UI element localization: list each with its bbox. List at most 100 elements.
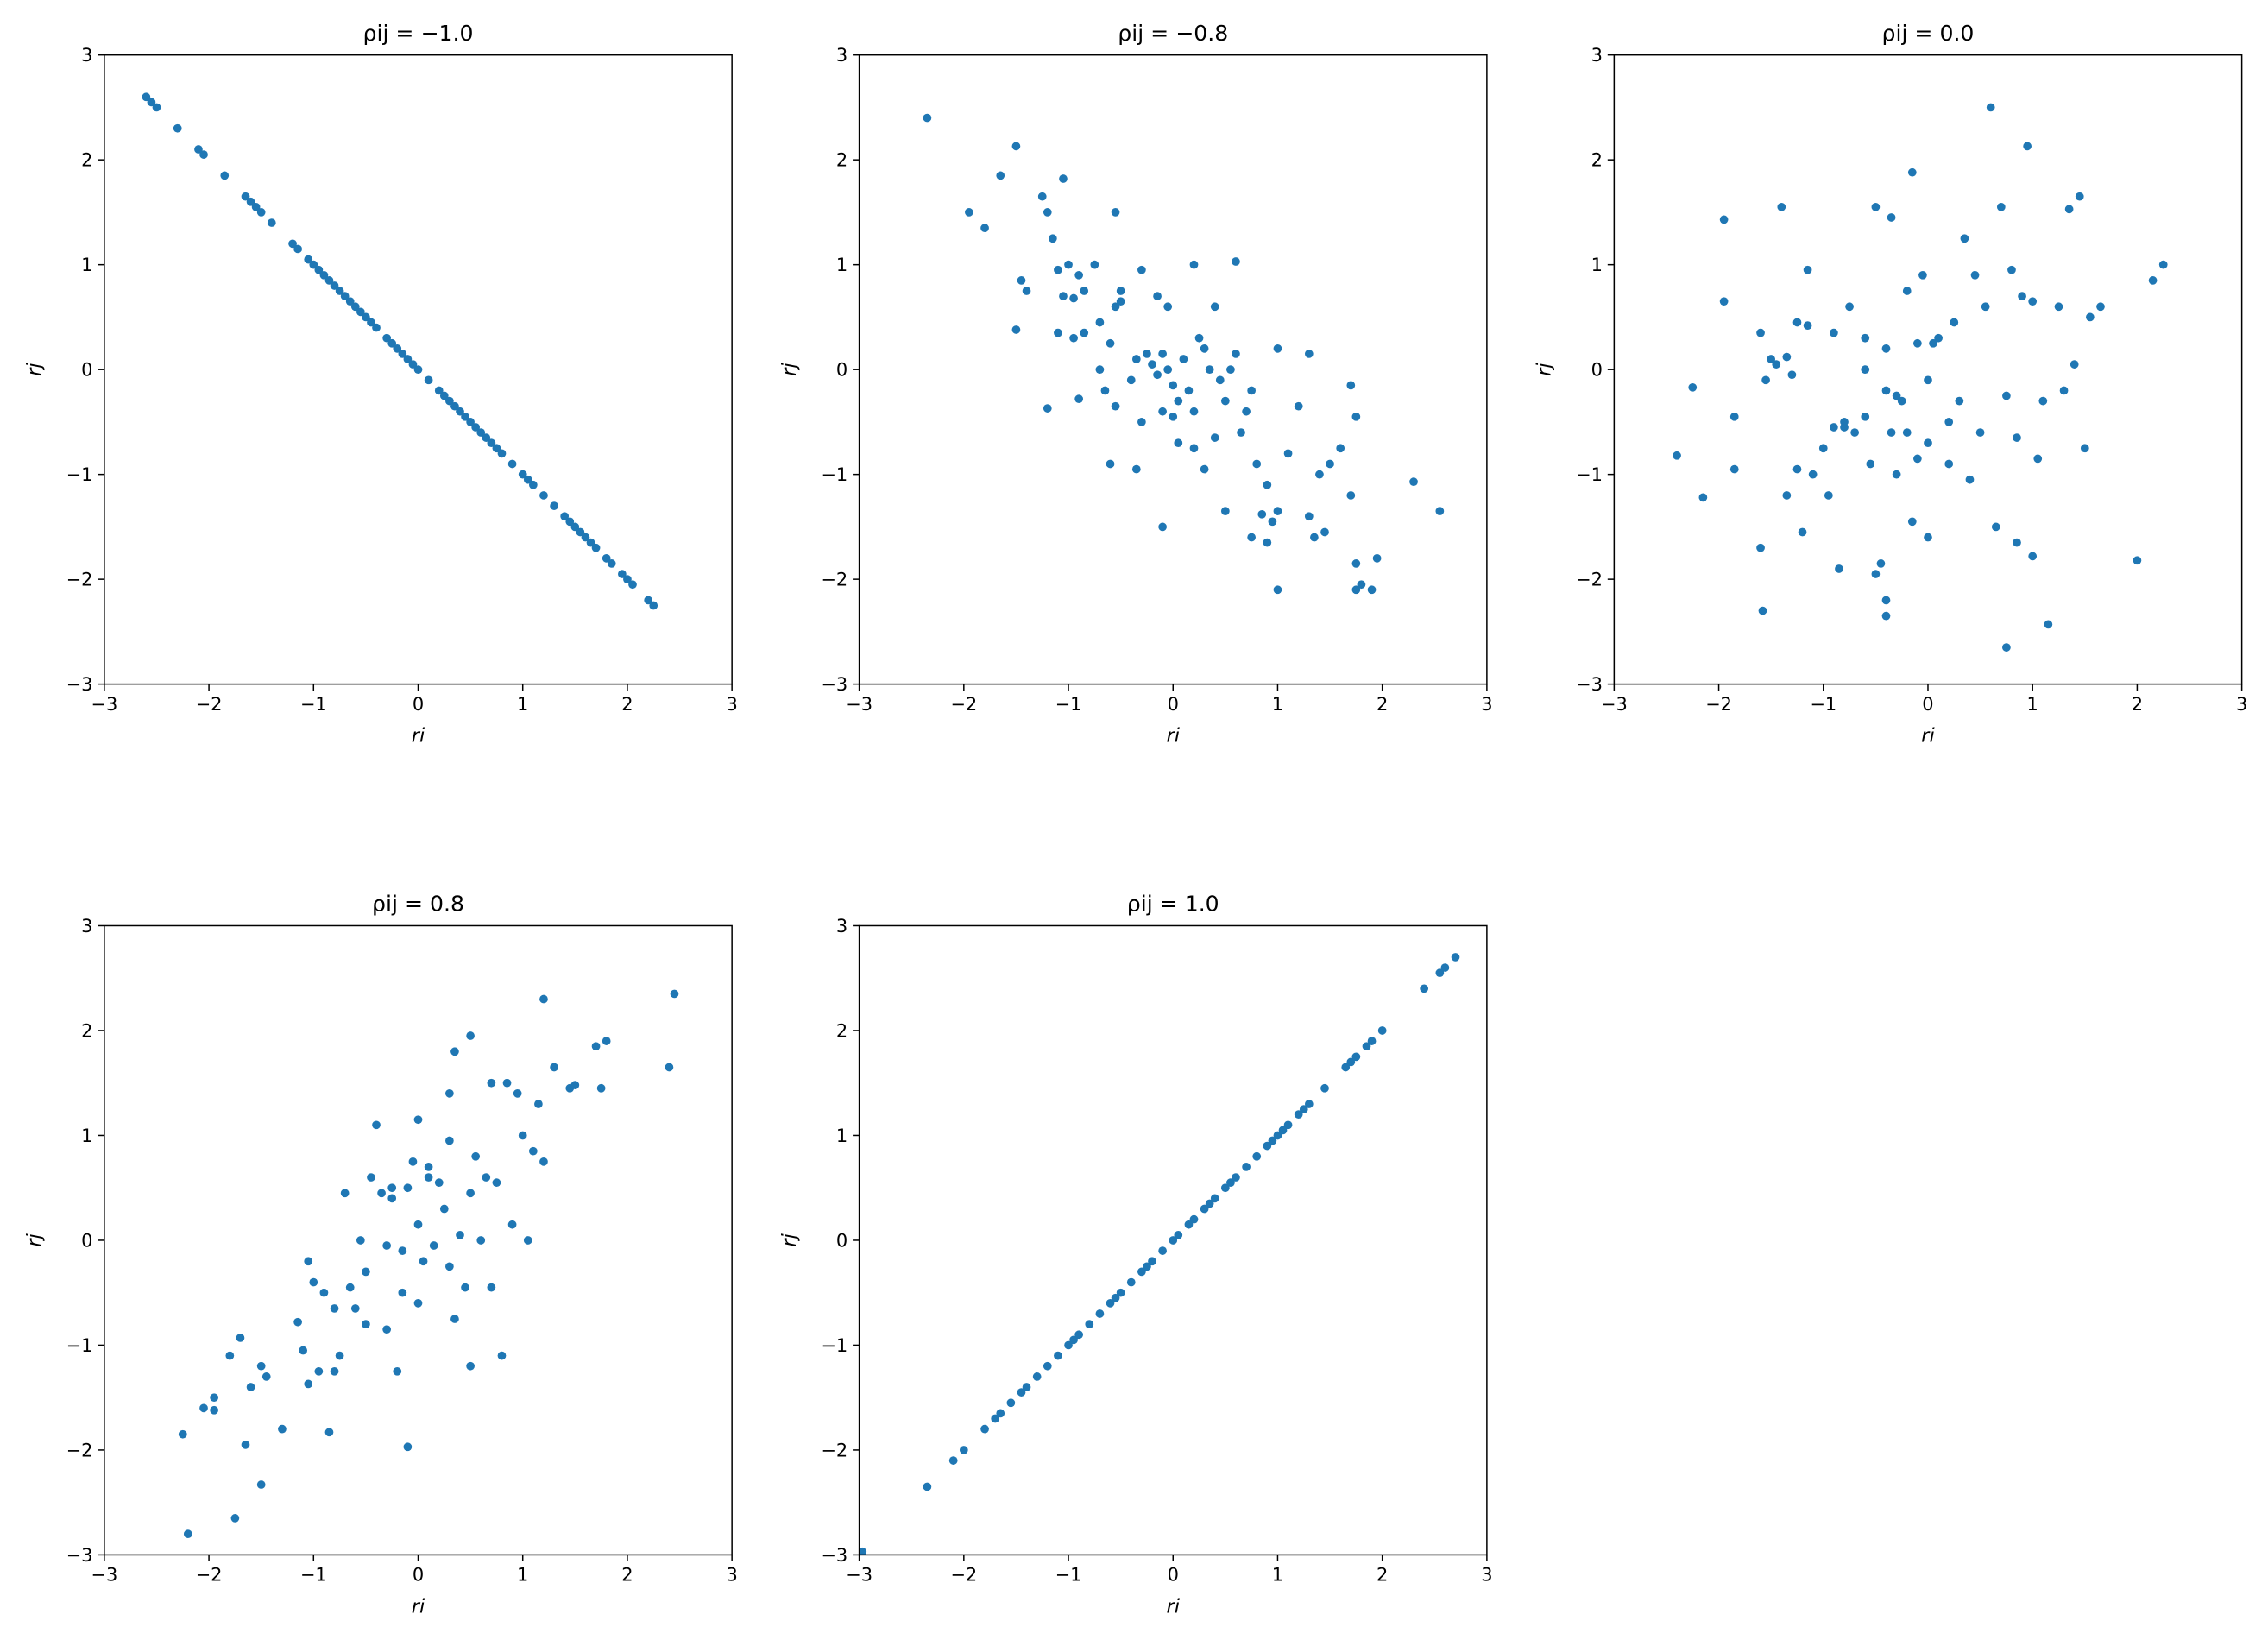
point [513,1089,522,1098]
point [350,302,360,312]
point [1310,533,1319,542]
point [996,1409,1005,1418]
point [1111,208,1120,217]
point [996,171,1005,180]
point [340,292,350,300]
point [2002,643,2011,652]
point [1346,381,1356,390]
x-tick-label: −1 [1810,694,1836,715]
x-tick-label: 0 [1922,694,1933,715]
point [586,538,595,547]
point [1435,968,1445,978]
point [618,570,627,578]
point [408,360,418,369]
point [241,192,250,201]
point [142,92,151,102]
y-tick-label: 2 [836,1021,847,1042]
point [2064,205,2074,214]
x-tick-label: 0 [1168,1565,1179,1586]
point [1153,370,1162,380]
subplot: ρij = 1.0 −3 −2 −1 0 1 2 3 −3 −2 −1 0 1 2 3 ri rj [778,892,1493,1618]
point [173,123,182,133]
point [1022,1383,1031,1391]
x-tick-label: 2 [621,1565,633,1586]
x-axis-label: ri [412,1595,425,1618]
point [236,1334,245,1342]
point [199,150,208,159]
point [1357,580,1366,590]
point [367,1173,375,1182]
point [372,323,381,332]
subplot-title: ρij = 0.8 [372,892,464,917]
point [649,601,658,610]
point [2044,620,2053,629]
point [1440,963,1450,972]
point [267,218,276,227]
point [1861,333,1870,343]
point [1220,507,1230,516]
point [1011,142,1021,151]
y-tick-label: −1 [66,464,93,485]
point [356,307,365,317]
point [1351,559,1361,568]
point [434,1178,444,1187]
point [1059,292,1068,300]
point [1907,517,1917,527]
point [628,580,637,590]
y-tick-label: −2 [1576,570,1603,590]
point [309,1277,318,1287]
point [1960,234,1969,243]
point [1131,464,1141,474]
point [1729,464,1739,474]
point [1247,533,1257,542]
point [1189,260,1199,269]
point [534,1100,543,1108]
point [596,1083,606,1093]
point [1064,1340,1073,1350]
point [1435,507,1445,516]
point [1022,287,1031,295]
y-tick-label: 0 [1591,360,1603,381]
point [261,1372,271,1381]
point [1991,522,2000,532]
x-tick-label: 2 [2132,694,2143,715]
y-tick-label: 1 [1591,255,1603,275]
x-tick-label: 1 [2027,694,2038,715]
point [923,113,932,123]
point [1252,1151,1262,1161]
point [1095,365,1105,375]
point [251,202,261,211]
y-tick-label: −1 [1576,464,1603,485]
point [1777,202,1786,211]
point [183,1529,192,1538]
y-tick-label: 1 [836,255,847,275]
point [2002,391,2011,400]
point [1719,215,1729,224]
point [445,1262,454,1271]
point [377,1189,386,1198]
point [194,145,203,154]
point [424,375,433,385]
point [382,1241,392,1250]
point [623,575,632,583]
point [393,1366,402,1376]
point [2133,556,2142,565]
point [434,386,444,395]
point [1158,407,1167,416]
point [309,260,318,269]
point [445,1136,454,1145]
point [570,522,580,532]
x-tick-label: 3 [1481,1565,1492,1586]
x-tick-label: 3 [726,694,737,715]
point [1924,533,1932,542]
point [1210,433,1219,442]
points [923,113,1445,595]
point [1205,365,1214,375]
point [1074,270,1084,280]
point [523,1236,532,1245]
point [1887,213,1896,222]
point [1975,428,1985,437]
point [1194,333,1204,343]
point [1032,1372,1042,1381]
